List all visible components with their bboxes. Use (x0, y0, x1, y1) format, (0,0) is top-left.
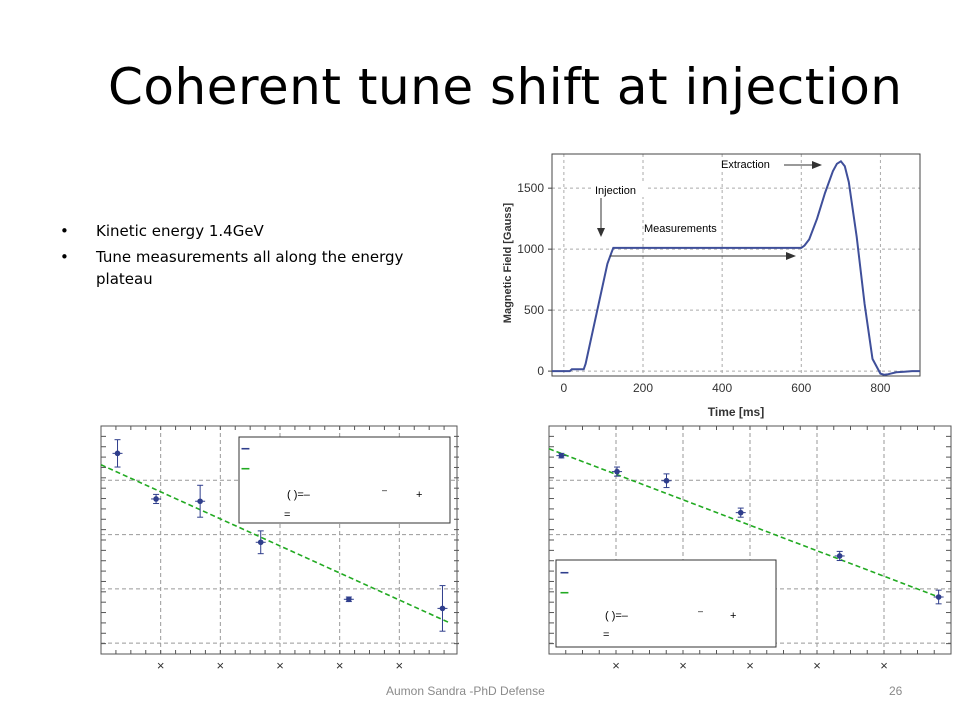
x-tick-labels: × × × × × (612, 658, 888, 673)
bullet-item: Kinetic energy 1.4GeV (60, 220, 460, 242)
data-point (661, 473, 672, 489)
legend-box: – – ( )=– – + = (238, 436, 451, 524)
x-tick-label: × (679, 658, 687, 673)
y-tick-label: 0 (537, 364, 544, 378)
data-point (343, 596, 354, 603)
data-point (556, 452, 567, 459)
point-marker (346, 596, 352, 603)
point-marker (257, 539, 264, 546)
y-axis-label: Magnetic Field [Gauss] (502, 202, 514, 323)
x-tick-labels: × × × × × (157, 658, 403, 673)
data-point (612, 466, 623, 477)
point-marker (114, 450, 121, 457)
axis-ticks (101, 426, 459, 654)
legend-line: – (560, 564, 569, 581)
x-tick-label: 800 (870, 381, 890, 395)
point-marker (737, 509, 744, 516)
legend-line: – (382, 485, 387, 495)
legend-line: = (284, 509, 290, 521)
x-tick-label: × (217, 658, 225, 673)
x-tick-label: × (612, 658, 620, 673)
point-marker (836, 553, 843, 559)
data-point (437, 585, 448, 632)
point-marker (558, 452, 565, 459)
annotation-text: Injection (595, 185, 636, 197)
bullet-list: Kinetic energy 1.4GeV Tune measurements … (60, 220, 460, 294)
legend-line: ( )=– (605, 610, 629, 622)
series-line (552, 159, 920, 376)
legend-line: ( )=– (287, 489, 311, 501)
legend-line: – (560, 584, 569, 601)
page-number: 26 (889, 684, 903, 698)
x-tick-label: × (336, 658, 344, 673)
data-point (933, 589, 944, 605)
annotation-text: Extraction (721, 159, 770, 171)
magnetic-field-chart: 0 200 400 600 800 0 500 1000 1500 Injection Meas… (502, 153, 921, 419)
x-tick-label: × (396, 658, 404, 673)
annotation-injection: Injection (593, 183, 647, 237)
footer-text: Aumon Sandra -PhD Defense (386, 684, 545, 698)
x-tick-label: × (157, 658, 165, 673)
legend-line: + (730, 610, 736, 622)
point-marker (153, 496, 159, 502)
legend-line: – (698, 606, 703, 616)
x-tick-label: 600 (791, 381, 811, 395)
legend-line: – (241, 460, 250, 477)
data-point (834, 550, 845, 562)
x-tick-label: × (276, 658, 284, 673)
tune-shift-chart-right: × × × × × – – ( )=– – + = (548, 425, 952, 673)
axis-ticks (549, 426, 951, 654)
point-marker (935, 594, 942, 600)
annotation-extraction: Extraction (718, 157, 822, 171)
data-point (735, 507, 746, 518)
x-axis-label: Time [ms] (708, 405, 764, 419)
data-point (255, 530, 266, 555)
x-tick-label: × (880, 658, 888, 673)
fit-line (548, 448, 939, 598)
data-point (112, 439, 123, 468)
point-marker (197, 498, 203, 505)
data-points (112, 439, 448, 632)
y-tick-label: 1500 (517, 181, 544, 195)
data-point (195, 484, 206, 518)
x-tick-label: 400 (712, 381, 732, 395)
x-tick-label: × (813, 658, 821, 673)
legend-line: + (416, 489, 422, 501)
x-tick-label: 200 (633, 381, 653, 395)
y-tick-label: 1000 (517, 242, 544, 256)
data-point (151, 493, 162, 505)
bullet-item: Tune measurements all along the energy p… (60, 246, 460, 290)
x-tick-label: 0 (561, 381, 568, 395)
data-points (556, 452, 944, 605)
slide-title: Coherent tune shift at injection (108, 58, 903, 116)
point-marker (439, 605, 446, 612)
tune-shift-chart-left: × × × × × – – ( )=– – + = (100, 425, 459, 673)
legend-line: = (603, 629, 609, 641)
point-marker (663, 477, 670, 484)
x-tick-label: × (746, 658, 754, 673)
annotation-measurements: Measurements (610, 223, 796, 260)
y-tick-label: 500 (524, 303, 544, 317)
point-marker (614, 468, 620, 475)
legend-line: – (241, 440, 250, 457)
axis-ticks: 0 200 400 600 800 0 500 1000 1500 (517, 181, 890, 395)
annotation-text: Measurements (644, 223, 717, 235)
plot-frame (551, 153, 921, 377)
legend-box: – – ( )=– – + = (555, 559, 777, 648)
